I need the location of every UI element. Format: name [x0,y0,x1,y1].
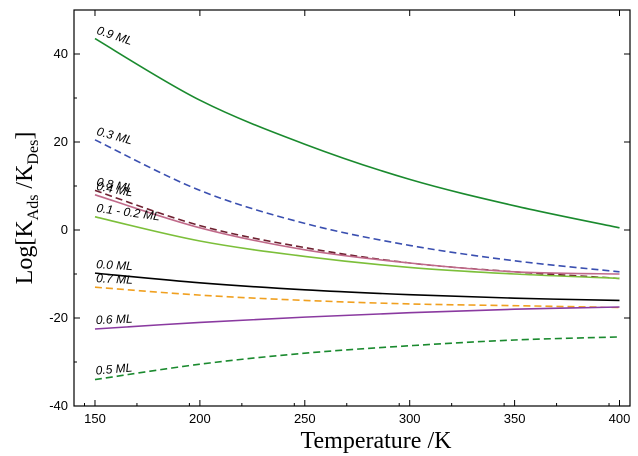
series-label: 0.9 ML [95,23,134,48]
series-label: 0.0 ML [96,257,133,273]
x-tick-label: 250 [294,411,316,426]
y-axis-title-sub1: Ads [25,195,42,221]
y-axis-title-prefix: Log[K [12,220,38,285]
y-tick-label: 40 [54,46,68,61]
x-tick-label: 150 [84,411,106,426]
series-label: 0.5 ML [95,360,133,377]
series-line-0-9-ml [94,37,620,229]
series-label-layer: 0.9 ML0.3 ML0.8 ML0.4 ML0.1 - 0.2 ML0.0 … [95,23,161,377]
x-tick-label: 200 [189,411,211,426]
y-axis-title: Log[KAds /KDes] [12,132,42,285]
series-line-0-7-ml [94,286,620,309]
axes-layer: 150 200 250 300 350 400 -40 -20 0 20 40 [49,10,630,426]
series-label: 0.6 ML [96,312,133,327]
y-tick-label: -20 [49,310,68,325]
y-axis-title-sub2: Des [25,140,42,165]
series-label: 0.3 ML [95,124,134,147]
series-line-0-8-ml [94,189,620,280]
x-axis-title: Temperature /K [301,428,453,454]
series-line-0-0-ml [94,272,620,302]
x-tick-label: 350 [504,411,526,426]
series-line-0-4-ml [94,194,620,275]
y-tick-label: -40 [49,398,68,413]
x-tick-label: 400 [609,411,631,426]
series-line-0-3-ml [94,139,620,273]
y-tick-label: 20 [54,134,68,149]
x-tick-label: 300 [399,411,421,426]
plot-frame [73,9,631,407]
plot-area [73,9,631,407]
y-axis-title-mid: /K [12,164,38,195]
y-axis-title-suffix: ] [12,132,38,140]
series-line-0-6-ml [94,306,620,330]
series-line-0-1-0-2-ml [94,216,620,280]
series-label: 0.8 ML [95,175,134,196]
series-line-0-5-ml [94,336,620,381]
series-label: 0.4 ML [95,179,134,199]
series-label: 0.7 ML [96,271,133,287]
y-tick-label: 0 [61,222,68,237]
series-layer [94,37,620,381]
